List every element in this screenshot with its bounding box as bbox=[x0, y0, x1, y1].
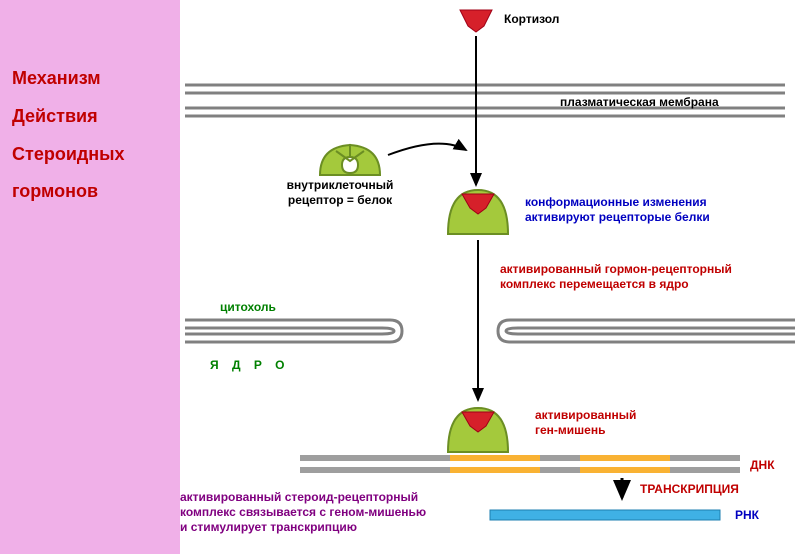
nuclear-envelope bbox=[185, 320, 795, 342]
title-line: Стероидных bbox=[12, 136, 168, 174]
title-line: Механизм bbox=[12, 60, 168, 98]
dna-icon bbox=[300, 455, 740, 473]
title-line: гормонов bbox=[12, 173, 168, 211]
arrow-bind bbox=[388, 144, 466, 155]
dna-label: ДНК bbox=[750, 458, 775, 473]
cortisol-icon bbox=[460, 10, 492, 32]
rna-label: РНК bbox=[735, 508, 759, 523]
footer-label: активированный стероид-рецепторный компл… bbox=[180, 490, 426, 535]
sidebar: Механизм Действия Стероидных гормонов bbox=[0, 0, 180, 554]
conformation-label: конформационные изменения активируют рец… bbox=[525, 195, 710, 225]
cortisol-label: Кортизол bbox=[504, 12, 559, 27]
receptor-icon bbox=[320, 145, 380, 175]
cytosol-label: цитохоль bbox=[220, 300, 276, 315]
nucleus-label: Я Д Р О bbox=[210, 358, 290, 373]
complex-icon bbox=[448, 190, 508, 234]
receptor-label: внутриклеточный рецептор = белок bbox=[270, 178, 410, 208]
diagram-area: Кортизол плазматическая мембрана внутрик… bbox=[180, 0, 800, 554]
transcription-label: ТРАНСКРИПЦИЯ bbox=[640, 482, 739, 497]
complex-label: активированный гормон-рецепторный компле… bbox=[500, 262, 732, 292]
title-line: Действия bbox=[12, 98, 168, 136]
membrane-label: плазматическая мембрана bbox=[560, 95, 719, 110]
target-gene-label: активированный ген-мишень bbox=[535, 408, 636, 438]
complex-on-dna-icon bbox=[448, 408, 508, 452]
rna-icon bbox=[490, 510, 720, 520]
